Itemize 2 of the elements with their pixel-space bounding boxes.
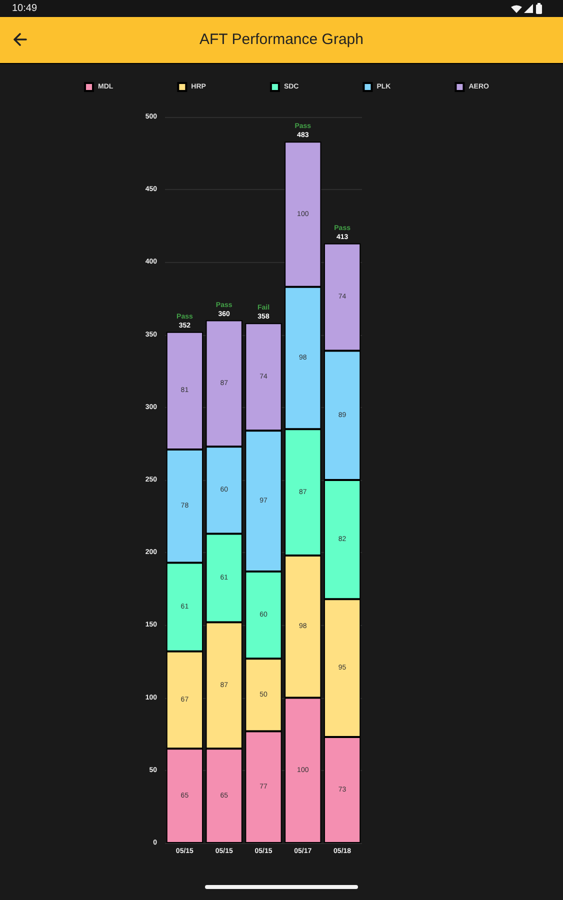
text: 10:49 xyxy=(12,3,38,14)
chart-title: AFT Performance Graph xyxy=(198,31,364,49)
